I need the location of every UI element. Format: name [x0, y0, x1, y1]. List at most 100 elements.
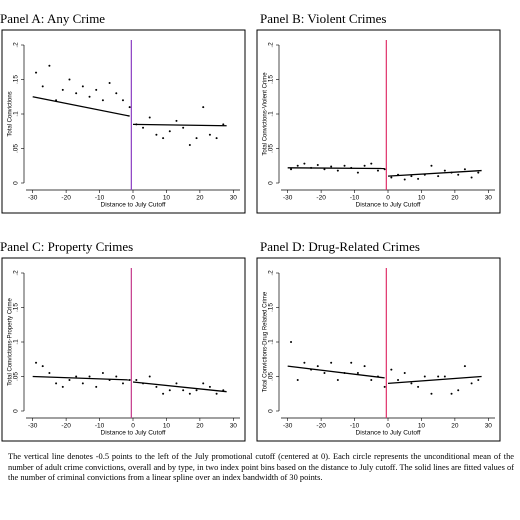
point [316, 164, 319, 167]
point [370, 162, 373, 165]
point [48, 372, 51, 375]
point [397, 378, 400, 381]
point [68, 378, 71, 381]
fit-line [132, 381, 227, 393]
panel-title: Panel C: Property Crimes [0, 239, 133, 254]
point [336, 169, 339, 172]
panel-frame [256, 29, 501, 214]
point [101, 99, 104, 102]
y-tick-label: .15 [13, 303, 20, 312]
point [142, 126, 145, 129]
x-tick-label: 30 [230, 423, 238, 430]
point [343, 164, 346, 167]
point [162, 392, 165, 395]
point [61, 385, 64, 388]
x-tick-label: 0 [131, 195, 135, 202]
point [81, 382, 84, 385]
x-tick-label: -10 [350, 195, 360, 202]
y-tick-label: .05 [268, 144, 275, 153]
point [148, 116, 151, 119]
point [330, 361, 333, 364]
point [55, 382, 58, 385]
point [155, 133, 158, 136]
point [215, 137, 218, 140]
point [101, 372, 104, 375]
y-tick-label: .15 [13, 75, 20, 84]
point [168, 389, 171, 392]
point [363, 365, 366, 368]
y-tick-label: .05 [13, 144, 20, 153]
point [470, 382, 473, 385]
point [376, 169, 379, 172]
y-tick-label: .1 [268, 111, 275, 117]
fit-line [32, 96, 130, 117]
x-tick-label: -30 [283, 195, 293, 202]
x-tick-label: -20 [61, 195, 71, 202]
y-tick-label: .2 [268, 270, 275, 276]
point [75, 375, 78, 378]
x-axis-label: Distance to July Cutoff [101, 202, 166, 209]
y-axis-label: Total Convictions [8, 91, 14, 136]
point [390, 176, 393, 179]
x-tick-label: -30 [283, 423, 293, 430]
point [202, 382, 205, 385]
point [35, 361, 38, 364]
y-tick-label: .2 [13, 270, 20, 276]
point [463, 168, 466, 171]
x-tick-label: -10 [350, 423, 360, 430]
point [417, 385, 420, 388]
x-tick-label: 20 [196, 423, 204, 430]
point [208, 133, 211, 136]
x-axis-label: Distance to July Cutoff [101, 430, 166, 437]
x-tick-label: 10 [418, 423, 426, 430]
point [121, 99, 124, 102]
point [95, 385, 98, 388]
point [155, 385, 158, 388]
point [115, 92, 118, 95]
point [290, 168, 293, 171]
fit-line [387, 375, 482, 385]
point [88, 95, 91, 98]
x-tick-label: 20 [451, 423, 459, 430]
panel-title: Panel A: Any Crime [0, 11, 105, 26]
point [417, 177, 420, 180]
point [88, 375, 91, 378]
x-tick-label: -30 [28, 195, 38, 202]
x-axis-label: Distance to July Cutoff [356, 202, 421, 209]
x-tick-label: 0 [386, 423, 390, 430]
x-tick-label: -10 [95, 423, 105, 430]
point [61, 88, 64, 91]
y-tick-label: 0 [268, 409, 275, 413]
y-axis-label: Total Convictions-Drug Related Crime [263, 291, 269, 392]
point [48, 64, 51, 67]
x-tick-label: 10 [163, 423, 171, 430]
y-tick-label: .1 [13, 339, 20, 345]
point [336, 378, 339, 381]
fit-line [387, 169, 482, 177]
y-axis-label: Total Convictions-Property Crime [8, 297, 14, 385]
point [41, 85, 44, 88]
point [188, 392, 191, 395]
x-tick-label: 10 [418, 195, 426, 202]
y-tick-label: 0 [13, 409, 20, 413]
point [443, 169, 446, 172]
point [443, 375, 446, 378]
point [68, 78, 71, 81]
x-tick-label: 20 [451, 195, 459, 202]
point [195, 137, 198, 140]
y-tick-label: .05 [13, 372, 20, 381]
point [457, 389, 460, 392]
point [410, 175, 413, 178]
panel-frame [1, 29, 246, 214]
fit-line [32, 375, 130, 381]
y-tick-label: .1 [13, 111, 20, 117]
point [430, 392, 433, 395]
point [450, 392, 453, 395]
point [390, 368, 393, 371]
y-tick-label: 0 [13, 181, 20, 185]
x-tick-label: 0 [386, 195, 390, 202]
point [121, 382, 124, 385]
point [423, 375, 426, 378]
x-tick-label: -30 [28, 423, 38, 430]
